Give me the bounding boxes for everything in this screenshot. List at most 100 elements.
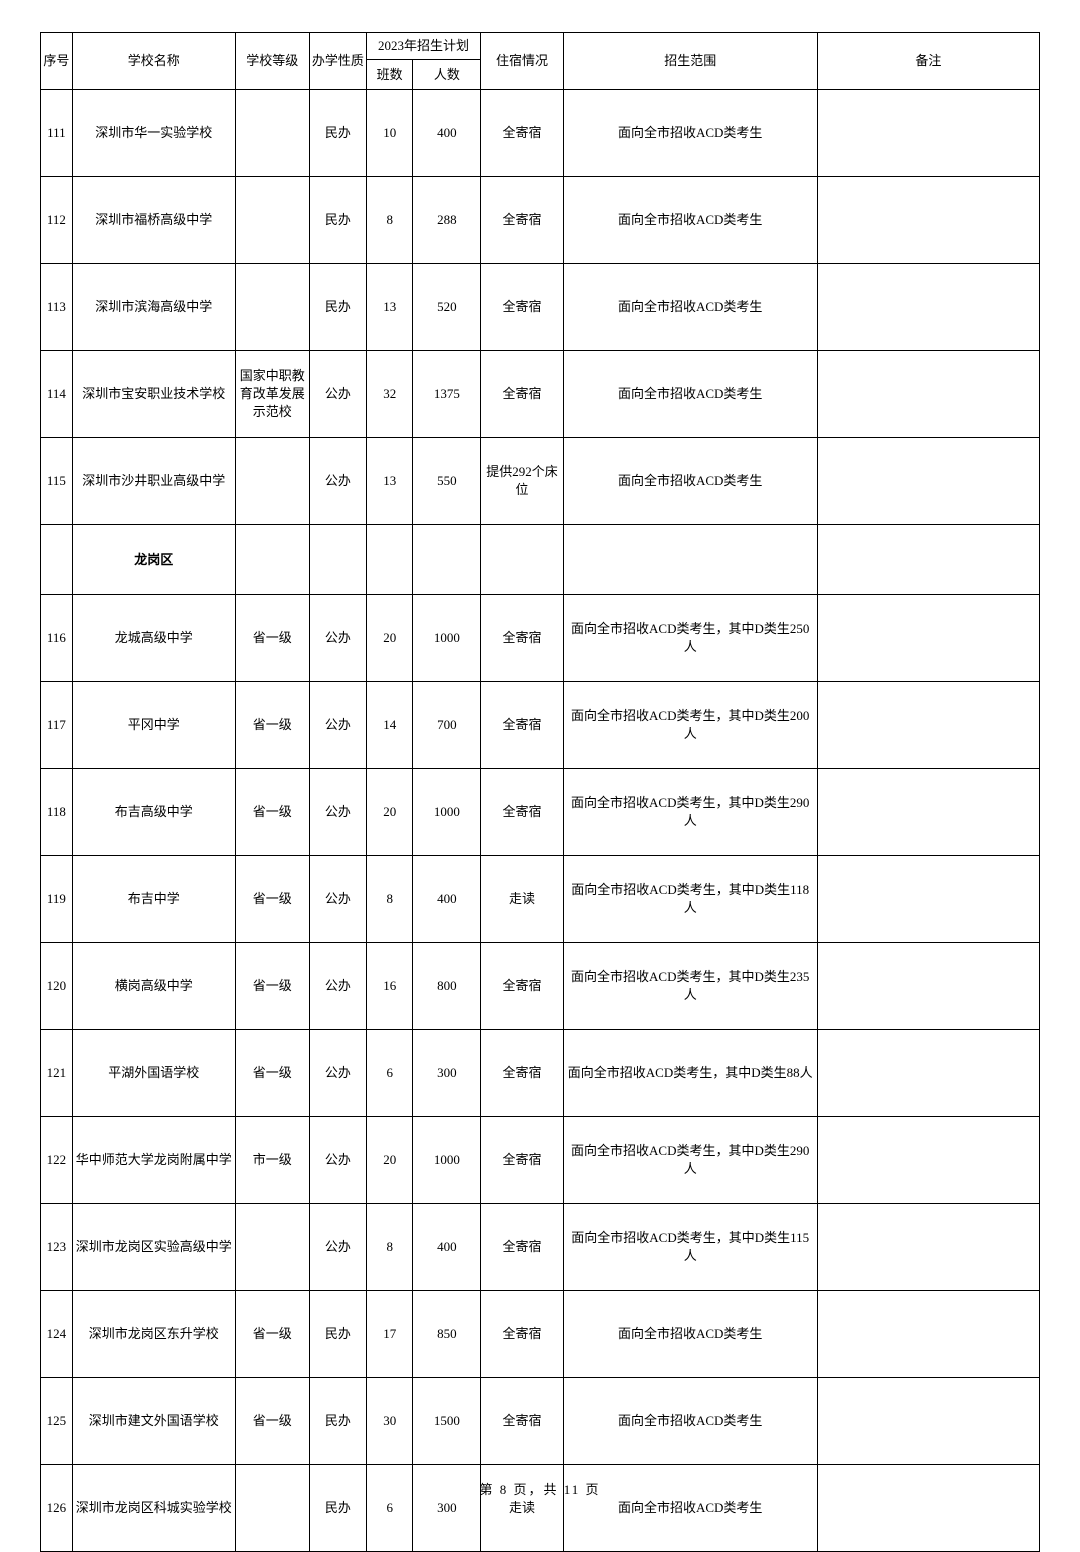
cell-scope: 面向全市招收ACD类考生 [563, 90, 817, 177]
cell-level: 省一级 [235, 943, 309, 1030]
cell-name: 布吉中学 [72, 856, 235, 943]
cell-note [817, 177, 1039, 264]
cell-name: 布吉高级中学 [72, 769, 235, 856]
cell-board: 全寄宿 [481, 595, 564, 682]
cell-scope: 面向全市招收ACD类考生，其中D类生200人 [563, 682, 817, 769]
cell-count: 400 [413, 90, 481, 177]
table-row: 114深圳市宝安职业技术学校国家中职教育改革发展示范校公办321375全寄宿面向… [41, 351, 1040, 438]
cell-seq: 121 [41, 1030, 73, 1117]
cell-note [817, 943, 1039, 1030]
cell-scope: 面向全市招收ACD类考生 [563, 351, 817, 438]
cell-seq: 116 [41, 595, 73, 682]
cell-scope: 面向全市招收ACD类考生，其中D类生250人 [563, 595, 817, 682]
cell-seq: 120 [41, 943, 73, 1030]
cell-note [817, 1030, 1039, 1117]
cell-classes: 6 [366, 1030, 413, 1117]
cell-board: 全寄宿 [481, 1378, 564, 1465]
col-note: 备注 [817, 33, 1039, 90]
cell-name: 平冈中学 [72, 682, 235, 769]
col-type: 办学性质 [309, 33, 366, 90]
cell-level [235, 1465, 309, 1552]
cell-type: 公办 [309, 769, 366, 856]
cell-note [817, 1117, 1039, 1204]
cell-seq: 114 [41, 351, 73, 438]
district-cell [481, 525, 564, 595]
cell-count: 300 [413, 1030, 481, 1117]
cell-classes: 13 [366, 264, 413, 351]
cell-note [817, 1378, 1039, 1465]
cell-type: 民办 [309, 1378, 366, 1465]
cell-level [235, 438, 309, 525]
cell-board: 全寄宿 [481, 769, 564, 856]
cell-level: 省一级 [235, 856, 309, 943]
district-cell [41, 525, 73, 595]
cell-name: 平湖外国语学校 [72, 1030, 235, 1117]
cell-level: 省一级 [235, 769, 309, 856]
cell-level [235, 90, 309, 177]
cell-count: 700 [413, 682, 481, 769]
cell-classes: 8 [366, 1204, 413, 1291]
cell-classes: 17 [366, 1291, 413, 1378]
district-cell [235, 525, 309, 595]
cell-scope: 面向全市招收ACD类考生，其中D类生118人 [563, 856, 817, 943]
col-board: 住宿情况 [481, 33, 564, 90]
cell-level: 市一级 [235, 1117, 309, 1204]
district-cell: 龙岗区 [72, 525, 235, 595]
cell-type: 民办 [309, 1291, 366, 1378]
cell-board: 走读 [481, 1465, 564, 1552]
cell-board: 全寄宿 [481, 1291, 564, 1378]
table-header: 序号 学校名称 学校等级 办学性质 2023年招生计划 住宿情况 招生范围 备注… [41, 33, 1040, 90]
cell-note [817, 264, 1039, 351]
cell-seq: 125 [41, 1378, 73, 1465]
district-cell [366, 525, 413, 595]
cell-note [817, 1465, 1039, 1552]
cell-name: 深圳市龙岗区东升学校 [72, 1291, 235, 1378]
cell-classes: 16 [366, 943, 413, 1030]
cell-board: 提供292个床位 [481, 438, 564, 525]
table-row: 123深圳市龙岗区实验高级中学公办8400全寄宿面向全市招收ACD类考生，其中D… [41, 1204, 1040, 1291]
cell-scope: 面向全市招收ACD类考生，其中D类生88人 [563, 1030, 817, 1117]
district-cell [817, 525, 1039, 595]
cell-seq: 112 [41, 177, 73, 264]
cell-note [817, 769, 1039, 856]
table-row: 124深圳市龙岗区东升学校省一级民办17850全寄宿面向全市招收ACD类考生 [41, 1291, 1040, 1378]
cell-level: 省一级 [235, 682, 309, 769]
district-cell [413, 525, 481, 595]
cell-board: 全寄宿 [481, 90, 564, 177]
cell-type: 民办 [309, 90, 366, 177]
cell-count: 850 [413, 1291, 481, 1378]
cell-type: 公办 [309, 1204, 366, 1291]
cell-scope: 面向全市招收ACD类考生，其中D类生290人 [563, 769, 817, 856]
cell-level: 省一级 [235, 595, 309, 682]
cell-classes: 14 [366, 682, 413, 769]
col-scope: 招生范围 [563, 33, 817, 90]
cell-type: 公办 [309, 856, 366, 943]
cell-name: 深圳市建文外国语学校 [72, 1378, 235, 1465]
cell-scope: 面向全市招收ACD类考生，其中D类生235人 [563, 943, 817, 1030]
cell-count: 800 [413, 943, 481, 1030]
cell-type: 公办 [309, 682, 366, 769]
cell-seq: 124 [41, 1291, 73, 1378]
cell-classes: 13 [366, 438, 413, 525]
cell-board: 全寄宿 [481, 1204, 564, 1291]
cell-scope: 面向全市招收ACD类考生 [563, 1465, 817, 1552]
cell-name: 深圳市龙岗区实验高级中学 [72, 1204, 235, 1291]
cell-note [817, 856, 1039, 943]
cell-scope: 面向全市招收ACD类考生 [563, 1291, 817, 1378]
cell-scope: 面向全市招收ACD类考生 [563, 1378, 817, 1465]
col-name: 学校名称 [72, 33, 235, 90]
cell-classes: 20 [366, 769, 413, 856]
cell-scope: 面向全市招收ACD类考生 [563, 177, 817, 264]
cell-type: 公办 [309, 1030, 366, 1117]
cell-count: 400 [413, 1204, 481, 1291]
cell-count: 1000 [413, 1117, 481, 1204]
cell-note [817, 90, 1039, 177]
table-row: 118布吉高级中学省一级公办201000全寄宿面向全市招收ACD类考生，其中D类… [41, 769, 1040, 856]
cell-type: 民办 [309, 1465, 366, 1552]
cell-name: 深圳市华一实验学校 [72, 90, 235, 177]
enrollment-table: 序号 学校名称 学校等级 办学性质 2023年招生计划 住宿情况 招生范围 备注… [40, 32, 1040, 1552]
cell-scope: 面向全市招收ACD类考生 [563, 264, 817, 351]
cell-note [817, 351, 1039, 438]
table-row: 121平湖外国语学校省一级公办6300全寄宿面向全市招收ACD类考生，其中D类生… [41, 1030, 1040, 1117]
cell-seq: 126 [41, 1465, 73, 1552]
